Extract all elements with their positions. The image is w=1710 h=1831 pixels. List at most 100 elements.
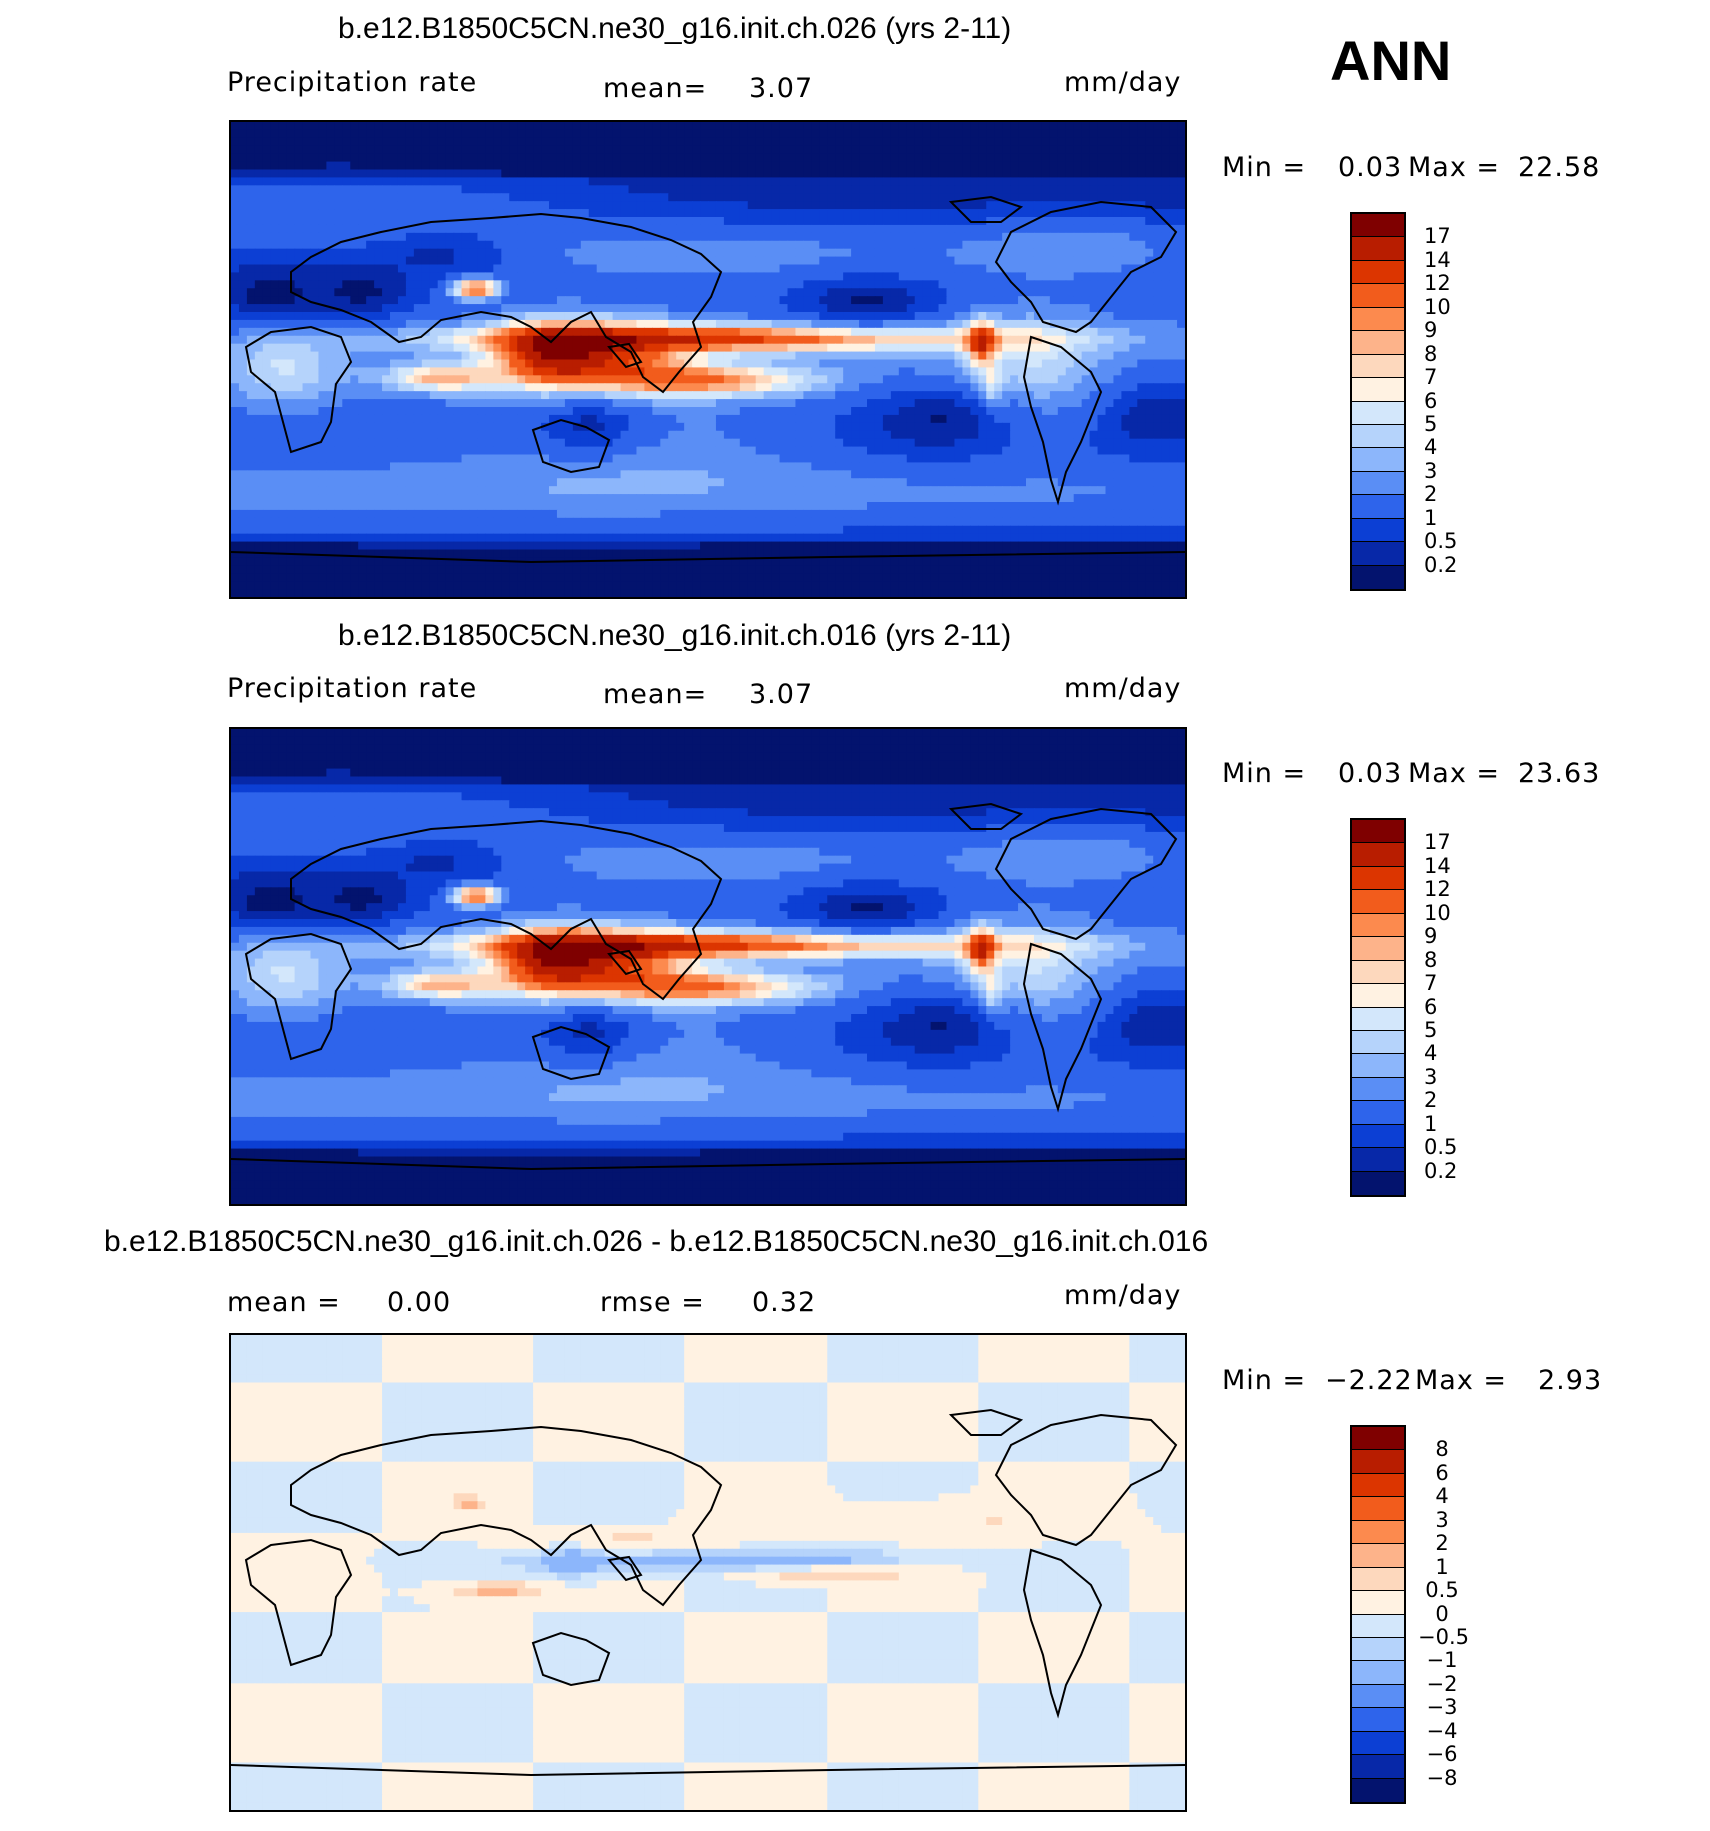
heatmap-cell xyxy=(358,422,367,432)
heatmap-cell xyxy=(1097,422,1107,432)
heatmap-cell xyxy=(342,169,351,179)
heatmap-cell xyxy=(1018,414,1027,424)
heatmap-cell xyxy=(1041,122,1051,131)
heatmap-cell xyxy=(533,446,542,456)
heatmap-cell xyxy=(254,367,264,376)
heatmap-cell xyxy=(318,375,327,384)
heatmap-cell xyxy=(1057,430,1067,440)
heatmap-cell xyxy=(477,161,486,171)
heatmap-cell xyxy=(1105,304,1115,313)
heatmap-cell xyxy=(1113,240,1122,250)
heatmap-cell xyxy=(501,169,510,179)
heatmap-cell xyxy=(350,232,359,242)
heatmap-cell xyxy=(501,319,510,329)
heatmap-cell xyxy=(1041,422,1051,432)
heatmap-cell xyxy=(509,122,518,131)
heatmap-cell xyxy=(366,137,375,147)
heatmap-cell xyxy=(580,232,590,242)
heatmap-cell xyxy=(413,312,423,321)
heatmap-cell xyxy=(286,296,296,305)
heatmap-cell xyxy=(986,272,995,281)
heatmap-cell xyxy=(254,129,264,139)
heatmap-cell xyxy=(708,407,717,416)
heatmap-cell xyxy=(1153,359,1162,369)
heatmap-cell xyxy=(962,407,971,416)
heatmap-cell xyxy=(882,383,892,392)
heatmap-cell xyxy=(1057,209,1067,218)
heatmap-cell xyxy=(549,280,558,289)
heatmap-cell xyxy=(914,153,924,163)
heatmap-cell xyxy=(445,407,455,416)
heatmap-cell xyxy=(1018,296,1027,305)
heatmap-cell xyxy=(946,161,956,171)
heatmap-cell xyxy=(692,256,701,266)
heatmap-cell xyxy=(342,319,351,329)
heatmap-cell xyxy=(509,288,518,297)
heatmap-cell xyxy=(580,335,590,345)
heatmap-cell xyxy=(652,343,661,353)
heatmap-cell xyxy=(1169,422,1178,432)
heatmap-cell xyxy=(668,359,677,369)
heatmap-cell xyxy=(1097,438,1107,448)
heatmap-cell xyxy=(1010,327,1019,337)
heatmap-cell xyxy=(859,359,868,369)
heatmap-cell xyxy=(350,351,359,361)
heatmap-cell xyxy=(1065,351,1075,361)
heatmap-cell xyxy=(1073,430,1083,440)
heatmap-cell xyxy=(238,438,248,448)
heatmap-cell xyxy=(684,383,693,392)
heatmap-cell xyxy=(692,446,701,456)
panel-1-map xyxy=(229,120,1187,599)
heatmap-cell xyxy=(1026,177,1035,186)
heatmap-cell xyxy=(898,161,908,171)
heatmap-cell xyxy=(628,367,638,376)
heatmap-cell xyxy=(238,224,248,234)
heatmap-cell xyxy=(795,399,804,408)
heatmap-cell xyxy=(978,296,987,305)
heatmap-cell xyxy=(1002,399,1011,408)
heatmap-cell xyxy=(461,129,471,139)
heatmap-cell xyxy=(1065,153,1075,163)
heatmap-cell xyxy=(445,201,455,210)
heatmap-cell xyxy=(946,201,956,210)
heatmap-cell xyxy=(938,399,948,408)
heatmap-cell xyxy=(994,209,1003,218)
heatmap-cell xyxy=(1153,312,1162,321)
heatmap-cell xyxy=(533,422,542,432)
heatmap-cell xyxy=(1113,185,1122,194)
heatmap-cell xyxy=(1049,359,1059,369)
heatmap-cell xyxy=(1081,296,1091,305)
heatmap-cell xyxy=(708,296,717,305)
heatmap-cell xyxy=(246,304,256,313)
heatmap-cell xyxy=(453,438,463,448)
heatmap-cell xyxy=(556,240,566,250)
heatmap-cell xyxy=(310,240,320,250)
heatmap-cell xyxy=(636,327,645,337)
heatmap-cell xyxy=(882,185,892,194)
heatmap-cell xyxy=(477,264,486,274)
heatmap-cell xyxy=(1065,145,1075,155)
heatmap-cell xyxy=(946,359,956,369)
heatmap-cell xyxy=(668,391,677,400)
heatmap-cell xyxy=(954,248,963,258)
heatmap-cell xyxy=(278,217,288,226)
heatmap-cell xyxy=(231,327,240,337)
heatmap-cell xyxy=(938,193,948,202)
heatmap-cell xyxy=(692,264,701,274)
heatmap-cell xyxy=(231,264,240,274)
heatmap-cell xyxy=(1073,312,1083,321)
heatmap-cell xyxy=(350,224,359,234)
heatmap-cell xyxy=(596,335,606,345)
heatmap-cell xyxy=(708,272,717,281)
heatmap-cell xyxy=(1129,193,1138,202)
heatmap-cell xyxy=(413,343,423,353)
heatmap-cell xyxy=(564,367,574,376)
heatmap-cell xyxy=(429,145,439,155)
heatmap-cell xyxy=(986,129,995,139)
heatmap-cell xyxy=(501,217,510,226)
heatmap-cell xyxy=(731,383,741,392)
heatmap-cell xyxy=(1137,169,1146,179)
heatmap-cell xyxy=(397,153,407,163)
heatmap-cell xyxy=(469,161,479,171)
heatmap-cell xyxy=(493,430,502,440)
